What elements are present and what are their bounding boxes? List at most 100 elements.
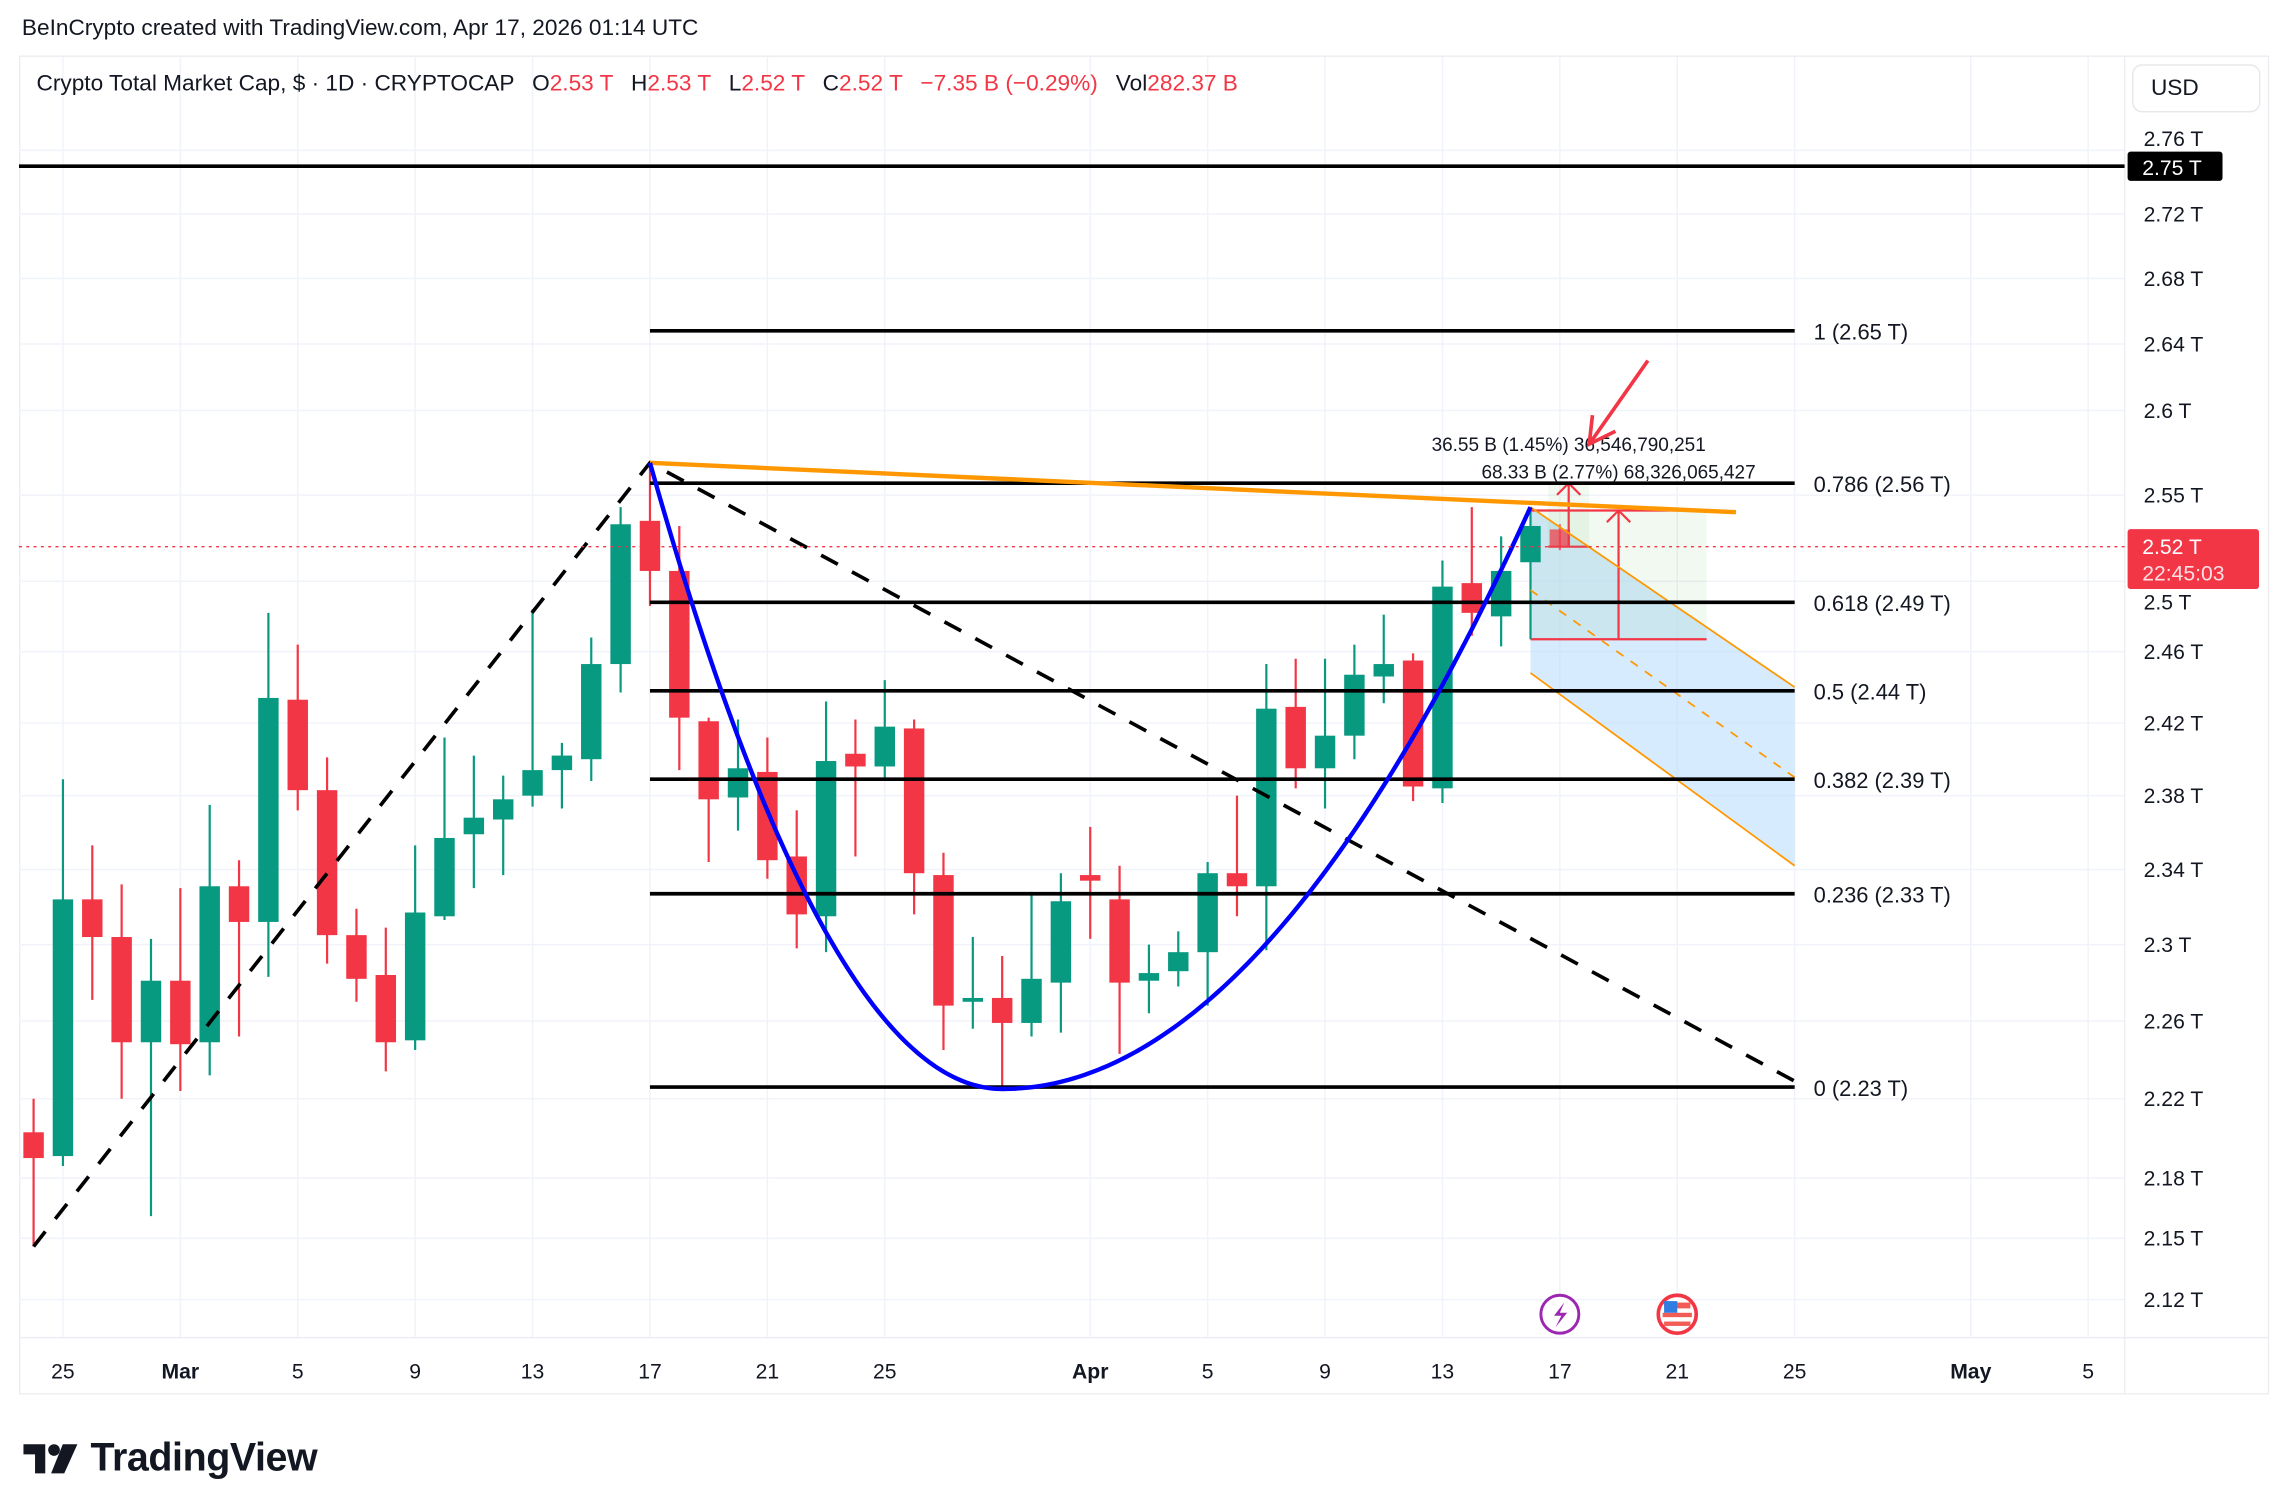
- price-axis-label: 2.68 T: [2144, 268, 2204, 291]
- low-value: 2.52 T: [741, 71, 805, 97]
- time-axis-label: 21: [1665, 1360, 1689, 1383]
- candle-down: [669, 570, 690, 718]
- candle-down: [1109, 899, 1130, 983]
- candle-down: [170, 980, 191, 1045]
- lightning-glyph: [1554, 1302, 1568, 1328]
- last-price-text: 2.52 T: [2142, 536, 2202, 559]
- candle-down: [639, 520, 661, 571]
- candle-down: [375, 974, 397, 1043]
- tradingview-logo-text: TradingView: [90, 1435, 318, 1480]
- candle-up: [522, 770, 543, 796]
- candle-down: [1461, 583, 1483, 613]
- candle-up: [1314, 735, 1336, 769]
- annotation-arrow-head-icon: [1587, 414, 1617, 448]
- watermark-text: BeInCrypto created with TradingView.com,…: [21, 16, 699, 41]
- volume-value: 282.37 B: [1147, 71, 1238, 97]
- candle-up: [434, 837, 455, 917]
- candle-down: [346, 935, 367, 979]
- candle-up: [1168, 952, 1189, 972]
- time-axis-label: 25: [1783, 1360, 1807, 1383]
- price-axis-label: 2.42 T: [2144, 712, 2204, 735]
- flag-stripe: [1662, 1312, 1692, 1318]
- time-axis-label: 13: [1431, 1360, 1455, 1383]
- time-axis-label: 17: [638, 1360, 662, 1383]
- tradingview-logo-icon: [23, 1443, 78, 1473]
- symbol-title[interactable]: Crypto Total Market Cap, $ · 1D · CRYPTO…: [36, 71, 515, 97]
- candle-down: [698, 721, 719, 800]
- time-axis-label: Mar: [162, 1360, 200, 1383]
- candle-up: [1490, 570, 1512, 617]
- measure-label: 36.55 B (1.45%) 36,546,790,251: [1432, 435, 1706, 456]
- candle-up: [962, 997, 984, 1002]
- price-axis-label: 2.18 T: [2144, 1167, 2204, 1190]
- time-axis-label: 9: [409, 1360, 421, 1383]
- candle-down: [316, 790, 338, 936]
- candle-down: [23, 1132, 44, 1159]
- channel-lower-line: [1529, 672, 1796, 867]
- price-axis-label: 2.15 T: [2144, 1228, 2204, 1251]
- candle-up: [1050, 901, 1072, 983]
- candle-up: [727, 768, 749, 798]
- price-axis-label: 2.55 T: [2144, 484, 2204, 507]
- fib-level-label: 0.382 (2.39 T): [1814, 768, 1951, 793]
- candle-up: [199, 886, 220, 1043]
- candle-up: [1520, 525, 1541, 563]
- candle-down: [1080, 875, 1101, 881]
- candle-up: [492, 799, 514, 820]
- candle-down: [845, 753, 866, 767]
- last-price-badge: [2127, 529, 2260, 590]
- change-value: −7.35 B (−0.29%): [920, 71, 1098, 97]
- candle-down: [1226, 873, 1248, 887]
- time-axis-label: 5: [2082, 1360, 2094, 1383]
- candle-up: [258, 697, 279, 922]
- candle-up: [52, 899, 74, 1157]
- horizontal-line-price-text: 2.75 T: [2142, 157, 2202, 180]
- fib-level-label: 1 (2.65 T): [1814, 320, 1909, 345]
- candle-up: [1197, 873, 1218, 953]
- price-axis-label: 2.46 T: [2144, 641, 2204, 664]
- close-value: 2.52 T: [839, 71, 903, 97]
- channel-upper-line: [1530, 506, 1796, 688]
- price-axis-label: 2.26 T: [2144, 1010, 2204, 1033]
- low-label: L: [728, 71, 742, 97]
- channel-middle-line: [1529, 589, 1796, 779]
- price-axis-label: 2.6 T: [2144, 400, 2192, 423]
- currency-button[interactable]: USD: [2131, 64, 2261, 113]
- time-axis-label: 5: [292, 1360, 304, 1383]
- tradingview-logo[interactable]: TradingView: [23, 1435, 318, 1480]
- candle-up: [874, 726, 895, 767]
- price-axis-label: 2.22 T: [2144, 1088, 2204, 1111]
- horizontal-line-price-badge: [2127, 151, 2223, 181]
- candle-up: [463, 817, 485, 835]
- time-axis-label: 5: [1202, 1360, 1214, 1383]
- candle-down: [786, 856, 807, 915]
- fib-level-label: 0.618 (2.49 T): [1814, 591, 1951, 616]
- candle-up: [610, 524, 631, 665]
- time-axis-label: 17: [1548, 1360, 1572, 1383]
- plot-area[interactable]: [18, 164, 2125, 1248]
- candle-down: [228, 886, 250, 922]
- time-axis-label: 13: [521, 1360, 545, 1383]
- candle-up: [551, 755, 573, 771]
- price-axis-label: 2.12 T: [2144, 1289, 2204, 1312]
- fib-level-label: 0.786 (2.56 T): [1814, 472, 1951, 497]
- candle-up: [1138, 973, 1160, 981]
- candle-down: [111, 937, 132, 1043]
- volume-label: Vol: [1115, 71, 1148, 97]
- high-value: 2.53 T: [647, 71, 711, 97]
- fib-level-label: 0 (2.23 T): [1814, 1076, 1909, 1101]
- candle-up: [1021, 978, 1042, 1023]
- candle-up: [815, 761, 837, 917]
- candle-up: [404, 912, 426, 1041]
- flag-stripe: [1664, 1321, 1691, 1326]
- time-axis-label: 25: [51, 1360, 75, 1383]
- candle-up: [581, 664, 602, 760]
- time-axis-label: Apr: [1072, 1360, 1108, 1383]
- fib-level-label: 0.236 (2.33 T): [1814, 883, 1951, 908]
- high-label: H: [631, 71, 648, 97]
- price-axis-label: 2.38 T: [2144, 785, 2204, 808]
- symbol-legend: Crypto Total Market Cap, $ · 1D · CRYPTO…: [37, 72, 1238, 98]
- candle-up: [1344, 674, 1365, 736]
- candle-up: [140, 980, 162, 1043]
